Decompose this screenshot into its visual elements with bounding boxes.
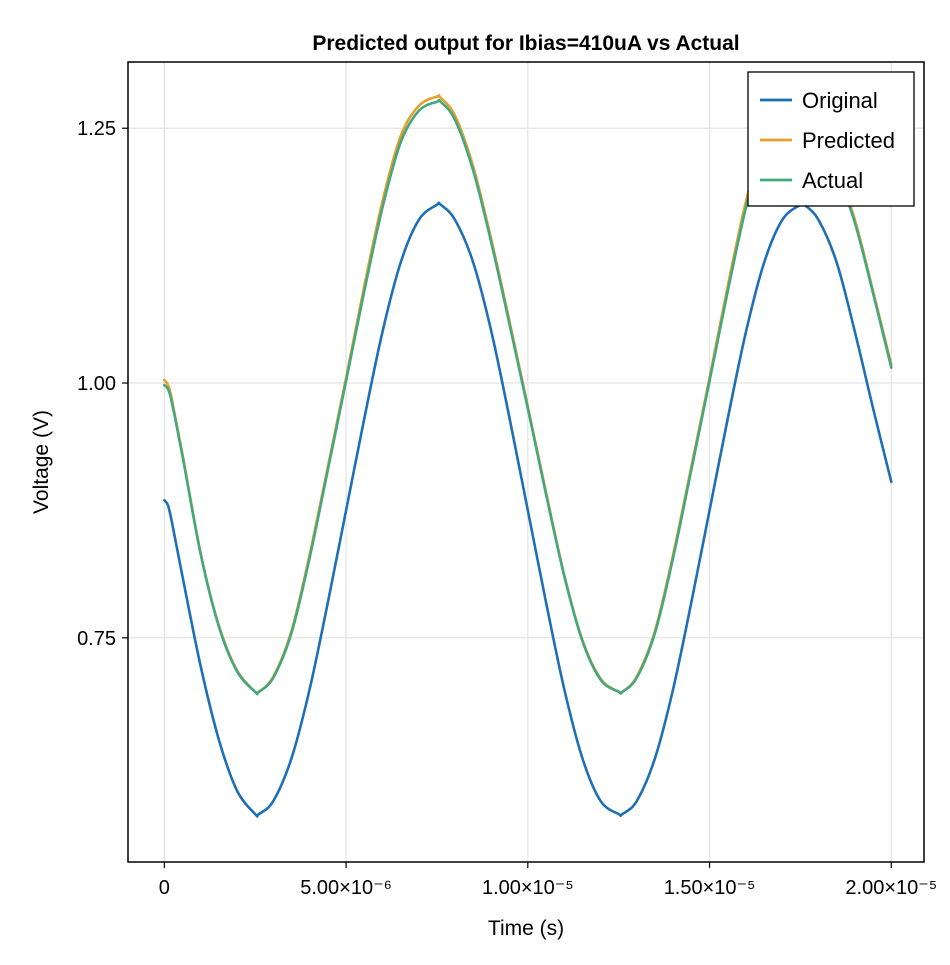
chart-title: Predicted output for Ibias=410uA vs Actu… xyxy=(312,32,739,55)
x-tick-label: 0 xyxy=(159,877,170,899)
grid-layer xyxy=(128,62,924,862)
x-tick-label: 5.00×10⁻⁶ xyxy=(300,877,392,899)
y-tick-label: 1.00 xyxy=(77,373,116,395)
legend-label: Predicted xyxy=(802,128,895,153)
legend-label: Original xyxy=(802,88,878,113)
series-line-original xyxy=(163,201,893,818)
plot-frame xyxy=(127,61,925,863)
x-tick-label: 1.00×10⁻⁵ xyxy=(482,877,574,899)
x-tick-label: 2.00×10⁻⁵ xyxy=(845,877,937,899)
x-axis-label: Time (s) xyxy=(488,917,564,940)
legend-label: Actual xyxy=(802,168,863,193)
legend: Original Predicted Actual xyxy=(747,71,915,207)
legend-box xyxy=(747,71,915,207)
tick-layer: 0 5.00×10⁻⁶ 1.00×10⁻⁵ 1.50×10⁻⁵ 2.00×10⁻⁵ 0.7… xyxy=(77,118,937,899)
y-axis-label: Voltage (V) xyxy=(30,410,53,514)
y-tick-label: 1.25 xyxy=(77,118,116,140)
y-tick-label: 0.75 xyxy=(77,628,116,650)
x-tick-label: 1.50×10⁻⁵ xyxy=(664,877,756,899)
